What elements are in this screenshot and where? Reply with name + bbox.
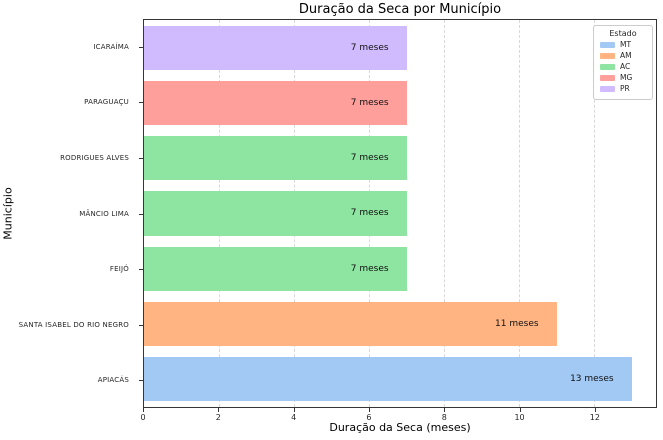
bar-row: 7 meses <box>144 186 656 241</box>
y-tick-label: RODRIGUES ALVES <box>60 153 129 162</box>
legend: Estado MT AM AC MG PR <box>593 25 653 100</box>
legend-swatch-icon <box>600 41 615 48</box>
y-tick-label: PARAGUAÇU <box>84 98 129 107</box>
x-tick-mark <box>143 408 144 412</box>
legend-label: PR <box>620 84 630 93</box>
legend-swatch-icon <box>600 63 615 70</box>
legend-entry: MT <box>600 40 646 49</box>
bar-row: 7 meses <box>144 131 656 186</box>
x-tick-label: 12 <box>589 413 600 422</box>
legend-swatch-icon <box>600 74 615 81</box>
legend-title: Estado <box>609 29 637 38</box>
x-tick-mark <box>519 408 521 412</box>
legend-label: AM <box>620 51 632 60</box>
legend-label: MT <box>620 40 632 49</box>
x-axis-label: Duração da Seca (meses) <box>329 421 471 434</box>
y-tick-label: MÂNCIO LIMA <box>79 209 129 218</box>
x-tick-label: 2 <box>215 413 221 422</box>
bar-value-label: 7 meses <box>350 97 389 108</box>
y-tick-labels: ICARAÍMA PARAGUAÇU RODRIGUES ALVES MÂNCIO L… <box>0 19 137 408</box>
legend-entry: AM <box>600 51 646 60</box>
legend-swatch-icon <box>600 52 615 59</box>
x-tick-mark <box>218 408 220 412</box>
bar-value-label: 13 meses <box>570 374 614 385</box>
legend-label: AC <box>620 62 631 71</box>
x-tick-mark <box>594 408 596 412</box>
gridline <box>519 20 521 407</box>
bar: 7 meses <box>144 246 407 291</box>
legend-entries: MT AM AC MG PR <box>600 40 646 93</box>
bar-value-label: 7 meses <box>350 153 389 164</box>
y-tick-label: FEIJÓ <box>109 265 129 274</box>
bar-value-label: 7 meses <box>350 208 389 219</box>
bars: 7 meses 7 meses 7 meses 7 meses 7 meses 11 me… <box>144 20 656 407</box>
bar-row: 7 meses <box>144 20 656 75</box>
y-tick-mark <box>139 324 143 326</box>
chart-title: Duração da Seca por Município <box>298 2 502 17</box>
bar: 7 meses <box>144 191 407 236</box>
x-tick-mark <box>368 408 370 412</box>
gridline <box>444 20 446 407</box>
x-tick-label: 0 <box>140 413 146 422</box>
bar: 11 meses <box>144 301 557 347</box>
y-tick-mark <box>139 157 143 159</box>
bar-row: 7 meses <box>144 75 656 130</box>
x-tick-label: 8 <box>441 413 447 422</box>
y-tick-label: SANTA ISABEL DO RIO NEGRO <box>18 320 129 329</box>
plot-area: 7 meses 7 meses 7 meses 7 meses 7 meses 11 me… <box>143 19 657 408</box>
legend-entry: PR <box>600 84 646 93</box>
bar: 7 meses <box>144 25 407 70</box>
gridline <box>594 20 596 407</box>
bar-value-label: 7 meses <box>350 263 389 274</box>
bar-value-label: 7 meses <box>350 42 389 53</box>
bar-row: 13 meses <box>144 352 656 407</box>
y-tick-mark <box>139 46 143 48</box>
x-tick-label: 6 <box>366 413 372 422</box>
legend-entry: AC <box>600 62 646 71</box>
y-tick-mark <box>139 380 143 382</box>
legend-entry: MG <box>600 73 646 82</box>
legend-swatch-icon <box>600 85 615 92</box>
x-tick-label: 4 <box>291 413 297 422</box>
bar-value-label: 11 meses <box>495 319 539 330</box>
y-tick-mark <box>139 102 143 104</box>
y-tick-label: ICARAÍMA <box>93 42 129 51</box>
x-tick-mark <box>293 408 295 412</box>
bar-row: 11 meses <box>144 296 656 351</box>
bar-row: 7 meses <box>144 241 656 296</box>
y-tick-label: APIACÁS <box>97 376 129 385</box>
bar: 7 meses <box>144 136 407 181</box>
x-tick-mark <box>444 408 446 412</box>
legend-label: MG <box>620 73 633 82</box>
y-tick-mark <box>139 269 143 271</box>
bar: 13 meses <box>144 357 632 402</box>
y-tick-mark <box>139 213 143 215</box>
x-tick-label: 10 <box>514 413 525 422</box>
bar: 7 meses <box>144 80 407 126</box>
